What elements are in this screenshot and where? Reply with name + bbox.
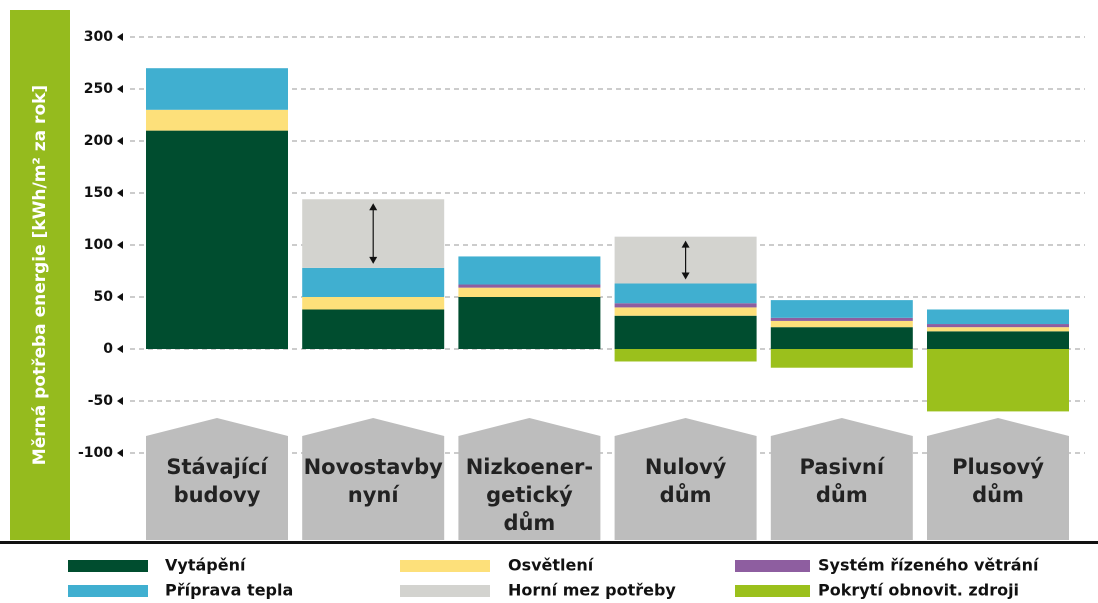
- bar-segment: [146, 130, 288, 349]
- category-house: [458, 418, 601, 540]
- bar-segment: [927, 327, 1069, 332]
- legend-swatch: [735, 560, 810, 572]
- x-tick-label: Plusový dům: [952, 455, 1044, 507]
- bar-segment: [770, 349, 913, 368]
- legend-label: Systém řízeného větrání: [818, 556, 1040, 575]
- bar-segment: [458, 256, 601, 285]
- legend-label: Pokrytí obnovit. zdroji: [818, 581, 1019, 600]
- bar-segment: [770, 320, 913, 328]
- bar-segment: [927, 349, 1069, 412]
- bar-segment: [302, 309, 445, 349]
- bar-segment: [458, 284, 601, 288]
- legend-swatch: [400, 585, 490, 597]
- tick-mark: [117, 85, 123, 93]
- arrow-head: [681, 272, 690, 280]
- x-tick-label: Novostavby nyní: [304, 455, 444, 507]
- y-tick-label: -100: [78, 445, 113, 461]
- bar-segment: [770, 327, 913, 349]
- bar-segment: [302, 297, 445, 310]
- tick-mark: [117, 345, 123, 353]
- legend-label: Příprava tepla: [165, 581, 293, 600]
- separator: [0, 541, 1098, 544]
- bar-segment: [614, 315, 757, 349]
- y-tick-label: 0: [103, 341, 113, 357]
- arrow-head: [681, 240, 690, 248]
- category-house: [146, 418, 288, 540]
- bar-segment: [302, 267, 445, 297]
- bar-segment: [458, 297, 601, 349]
- legend-swatch: [400, 560, 490, 572]
- legend-label: Vytápění: [165, 556, 247, 575]
- legend-label: Osvětlení: [508, 556, 595, 575]
- bar-segment: [614, 307, 757, 316]
- y-tick-label: 150: [84, 185, 113, 201]
- axis-band: [10, 10, 70, 540]
- bar-segment: [146, 68, 288, 110]
- x-tick-label: Nulový dům: [645, 455, 727, 507]
- category-house: [770, 418, 913, 540]
- legend-swatch: [68, 560, 148, 572]
- legend-swatch: [735, 585, 810, 597]
- tick-mark: [117, 293, 123, 301]
- tick-mark: [117, 241, 123, 249]
- x-tick-label: Stávající budovy: [166, 455, 269, 507]
- tick-mark: [117, 397, 123, 405]
- tick-mark: [117, 137, 123, 145]
- bar-segment: [927, 309, 1069, 325]
- bar-segment: [770, 300, 913, 318]
- y-tick-label: 100: [84, 237, 113, 253]
- bar-segment: [146, 109, 288, 131]
- y-tick-label: 250: [84, 81, 113, 97]
- bar-segment: [927, 331, 1069, 349]
- tick-mark: [117, 33, 123, 41]
- bar-segment: [614, 303, 757, 308]
- legend-swatch: [68, 585, 148, 597]
- arrow-head: [369, 203, 378, 211]
- category-house: [614, 418, 757, 540]
- bar-segment: [614, 283, 757, 304]
- bar-segment: [927, 324, 1069, 328]
- y-axis-label: Měrná potřeba energie [kWh/m² za rok]: [30, 85, 50, 465]
- category-house: [927, 418, 1069, 540]
- y-tick-label: 200: [84, 133, 113, 149]
- y-tick-label: 300: [84, 29, 113, 45]
- y-tick-label: 50: [94, 289, 114, 305]
- bar-segment: [614, 349, 757, 362]
- tick-mark: [117, 449, 123, 457]
- bar-segment: [770, 317, 913, 321]
- x-tick-label: Pasivní dům: [800, 455, 886, 507]
- legend-label: Horní mez potřeby: [508, 581, 676, 600]
- x-tick-label: Nizkoener-getický dům: [466, 455, 593, 535]
- y-tick-label: -50: [88, 393, 114, 409]
- arrow-head: [369, 256, 378, 264]
- category-house: [302, 418, 445, 540]
- tick-mark: [117, 189, 123, 197]
- bar-segment: [458, 287, 601, 297]
